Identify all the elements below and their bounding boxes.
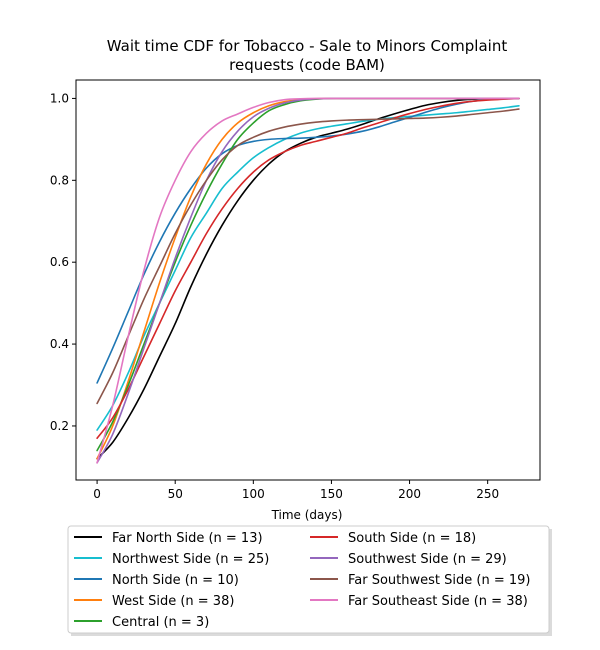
y-tick-label: 0.4 xyxy=(50,337,69,351)
series-line-far-southeast-side xyxy=(96,97,520,464)
chart-title-line-1: Wait time CDF for Tobacco - Sale to Mino… xyxy=(107,37,508,55)
series-line-northwest-side xyxy=(96,104,520,431)
x-tick-label: 200 xyxy=(398,487,421,501)
series-line-south-side xyxy=(96,97,520,440)
legend-frame xyxy=(67,525,550,634)
legend-label-west-side: West Side (n = 38) xyxy=(112,594,234,609)
legend-label-central: Central (n = 3) xyxy=(112,615,209,630)
series-line-far-north-side xyxy=(96,97,520,460)
legend-label-far-north-side: Far North Side (n = 13) xyxy=(112,531,263,546)
legend-label-far-southeast-side: Far Southeast Side (n = 38) xyxy=(348,594,528,609)
plot-area-frame xyxy=(75,79,541,481)
series-line-far-southwest-side xyxy=(96,108,520,405)
legend-label-south-side: South Side (n = 18) xyxy=(348,531,476,546)
legend-entries: Far North Side (n = 13) Northwest Side (n… xyxy=(74,531,530,630)
series-line-north-side xyxy=(96,97,520,384)
legend-label-north-side: North Side (n = 10) xyxy=(112,573,239,588)
x-tick-label: 100 xyxy=(242,487,265,501)
legend-label-northwest-side: Northwest Side (n = 25) xyxy=(112,552,269,567)
y-tick-label: 0.8 xyxy=(50,173,69,187)
x-tick-label: 250 xyxy=(476,487,499,501)
legend: Far North Side (n = 13) Northwest Side (n… xyxy=(67,525,552,636)
x-axis: 0 50 100 150 200 250 xyxy=(93,480,499,501)
x-tick-label: 50 xyxy=(168,487,183,501)
x-tick-label: 150 xyxy=(320,487,343,501)
legend-label-far-southwest-side: Far Southwest Side (n = 19) xyxy=(348,573,530,588)
y-tick-label: 0.2 xyxy=(50,419,69,433)
series-lines xyxy=(96,97,520,464)
y-tick-label: 0.6 xyxy=(50,255,69,269)
y-tick-label: 1.0 xyxy=(50,91,69,105)
legend-label-southwest-side: Southwest Side (n = 29) xyxy=(348,552,507,567)
x-tick-label: 0 xyxy=(93,487,101,501)
x-axis-label: Time (days) xyxy=(271,508,343,522)
chart-title-line-2: requests (code BAM) xyxy=(229,56,385,74)
y-axis: 0.2 0.4 0.6 0.8 1.0 xyxy=(50,91,76,433)
